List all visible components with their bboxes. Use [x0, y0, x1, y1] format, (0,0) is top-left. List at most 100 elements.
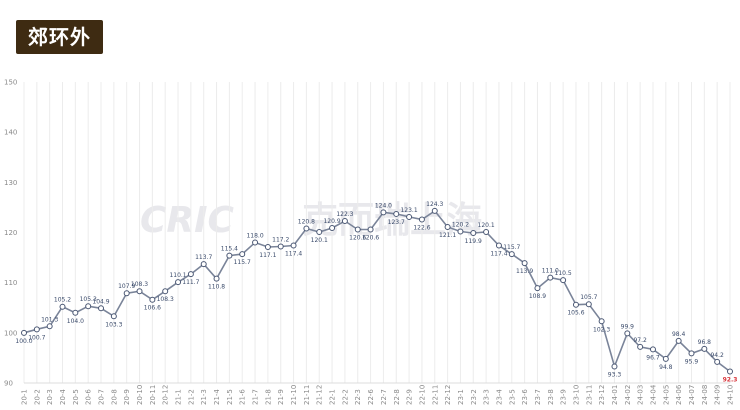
x-tick-label: 24-04 [649, 384, 657, 405]
x-tick-label: 23-10 [572, 385, 580, 405]
x-tick-label: 24-06 [675, 384, 683, 405]
x-tick-label: 23-2 [470, 389, 478, 405]
data-point [521, 260, 528, 267]
data-point [329, 224, 336, 231]
x-tick-label: 22-10 [418, 385, 426, 405]
x-tick-label: 23-4 [495, 389, 503, 405]
data-label: 96.7 [646, 354, 660, 361]
data-point [701, 345, 708, 352]
data-label: 117.4 [285, 251, 302, 258]
data-label: 104.0 [67, 318, 84, 325]
watermark-logo: CRIC [140, 200, 235, 241]
x-tick-label: 20-1 [21, 389, 29, 405]
data-point [495, 242, 502, 249]
data-label: 120.8 [298, 218, 315, 225]
x-tick-label: 20-7 [98, 389, 106, 405]
data-label: 121.1 [439, 232, 456, 239]
x-tick-label: 23-12 [598, 385, 606, 405]
x-tick-label: 24-05 [662, 385, 670, 405]
data-label: 94.8 [659, 364, 673, 371]
data-label: 117.1 [259, 252, 276, 259]
data-label: 105.2 [54, 297, 71, 304]
data-point [483, 228, 490, 235]
data-point [611, 363, 618, 370]
data-point [85, 303, 92, 310]
x-tick-label: 21-1 [175, 389, 183, 405]
data-point [662, 355, 669, 362]
data-point [59, 303, 66, 310]
data-label: 117.4 [490, 251, 507, 258]
x-tick-label: 21-8 [264, 389, 272, 405]
data-label: 107.9 [118, 283, 135, 290]
data-point [341, 217, 348, 224]
data-label: 120.1 [478, 222, 495, 229]
data-point [21, 329, 27, 336]
data-label: 115.7 [503, 244, 520, 251]
data-label: 101.3 [41, 316, 58, 323]
data-label: 97.2 [633, 337, 647, 344]
data-point [560, 277, 567, 284]
data-label: 123.1 [400, 207, 417, 214]
data-point [418, 216, 425, 223]
x-tick-label: 24-01 [611, 385, 619, 405]
data-point [46, 323, 53, 330]
data-label: 115.4 [221, 246, 238, 253]
data-label: 120.6 [362, 234, 379, 241]
x-tick-label: 24-07 [688, 385, 696, 405]
data-label: 110.5 [555, 270, 572, 277]
data-label: 120.9 [323, 218, 340, 225]
x-tick-label: 22-6 [367, 389, 375, 405]
data-point [162, 288, 169, 295]
x-tick-label: 21-5 [226, 389, 234, 405]
data-label: 118.0 [246, 233, 263, 240]
x-tick-label: 23-3 [483, 389, 491, 405]
data-label: 120.2 [452, 221, 469, 228]
data-label: 108.9 [529, 293, 546, 300]
x-tick-label: 20-2 [33, 389, 41, 405]
data-point [457, 228, 464, 235]
x-tick-label: 24-03 [637, 385, 645, 405]
data-label: 105.6 [567, 310, 584, 317]
y-tick-label: 120 [4, 229, 17, 237]
data-label: 119.9 [465, 238, 482, 245]
data-point [354, 226, 361, 233]
x-tick-label: 22-9 [406, 389, 414, 405]
data-label: 110.8 [208, 284, 225, 291]
x-tick-label: 21-7 [252, 389, 260, 405]
data-label: 124.0 [375, 202, 392, 209]
data-point [72, 309, 79, 316]
x-tick-label: 20-6 [85, 389, 93, 405]
data-label: 96.8 [698, 339, 712, 346]
x-tick-label: 21-11 [303, 385, 311, 405]
x-tick-label: 20-8 [110, 389, 118, 405]
data-point [98, 305, 105, 312]
data-label: 108.3 [131, 281, 148, 288]
data-label: 98.4 [672, 331, 686, 338]
x-tick-label: 21-4 [213, 389, 221, 405]
x-tick-label: 24-02 [624, 385, 632, 405]
data-point [585, 301, 592, 308]
data-label: 106.6 [144, 305, 161, 312]
x-tick-label: 20-11 [149, 385, 157, 405]
data-point [675, 337, 682, 344]
x-tick-label: 20-4 [59, 389, 67, 405]
x-tick-label: 22-8 [393, 389, 401, 405]
data-label: 105.7 [580, 294, 597, 301]
data-point [213, 275, 220, 282]
data-point [175, 279, 182, 286]
x-tick-label: 23-1 [457, 389, 465, 405]
data-point [110, 313, 117, 320]
data-label: 120.6 [349, 234, 366, 241]
x-tick-label: 21-6 [239, 389, 247, 405]
x-tick-label: 20-10 [136, 385, 144, 405]
x-tick-label: 21-2 [187, 389, 195, 405]
data-point [649, 346, 656, 353]
data-label: 100.7 [28, 334, 45, 341]
data-point [290, 242, 297, 249]
data-point [136, 288, 143, 295]
x-tick-label: 24-09 [714, 385, 722, 405]
x-tick-label: 22-7 [380, 389, 388, 405]
data-point [624, 330, 631, 337]
